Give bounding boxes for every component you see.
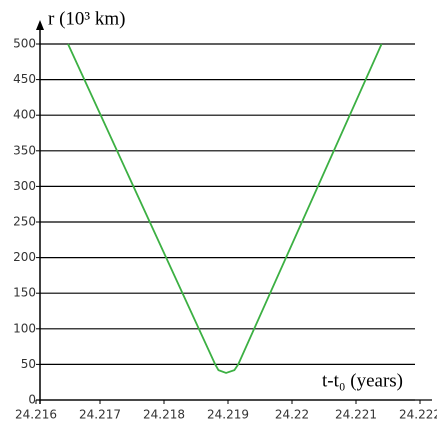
y-tick-label: 300 xyxy=(13,179,36,193)
y-tick-label: 150 xyxy=(13,286,36,300)
y-axis-arrow xyxy=(36,20,44,30)
data-line xyxy=(67,43,383,374)
y-tick-label: 50 xyxy=(21,357,36,371)
y-tick-label: 100 xyxy=(13,321,36,335)
x-tick-label: 24.22 xyxy=(275,408,309,422)
x-tick-label: 24.219 xyxy=(207,408,249,422)
x-tick-label: 24.222 xyxy=(399,408,437,422)
x-tick-label: 24.217 xyxy=(79,408,121,422)
y-tick-label: 250 xyxy=(13,215,36,229)
x-axis-label: t-t₀ (years) xyxy=(322,370,403,391)
y-tick-label: 400 xyxy=(13,108,36,122)
y-tick-label: 350 xyxy=(13,143,36,157)
x-tick-label: 24.221 xyxy=(335,408,377,422)
x-tick-label: 24.216 xyxy=(15,408,57,422)
y-tick-label: 450 xyxy=(13,72,36,86)
y-tick-label: 500 xyxy=(13,37,36,51)
x-tick-label: 24.218 xyxy=(143,408,185,422)
y-axis-label: r (10³ km) xyxy=(48,8,125,29)
y-tick-label: 200 xyxy=(13,250,36,264)
y-tick-label: 0 xyxy=(28,393,36,407)
